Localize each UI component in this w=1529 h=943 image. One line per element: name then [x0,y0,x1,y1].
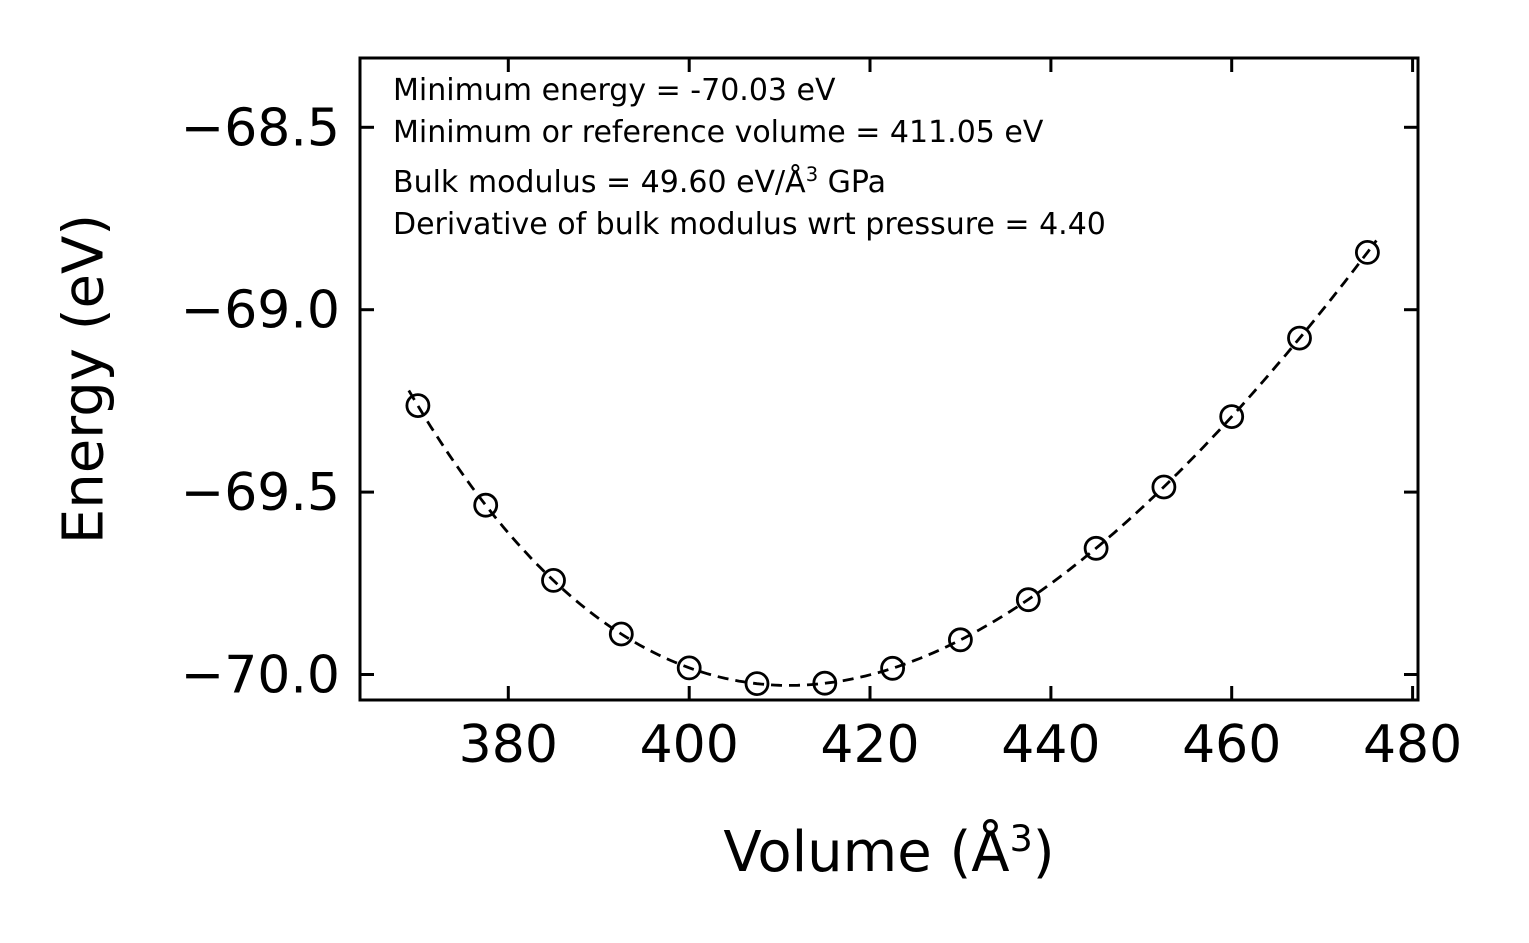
axes-spines [358,56,1420,702]
bulk-modulus-superscript: 3 [805,163,819,186]
min-energy-text: Minimum energy = -70.03 eV [393,73,836,108]
x-tick-label: 460 [1182,715,1281,775]
x-tick-label: 440 [1001,715,1100,775]
data-point [1015,587,1041,613]
x-tick-label: 400 [640,715,739,775]
bulk-modulus-derivative-text: Derivative of bulk modulus wrt pressure … [393,207,1106,242]
data-point [880,655,905,681]
y-tick-label: −69.0 [181,281,340,341]
data-point [1151,474,1177,500]
data-point [948,627,973,653]
y-tick-label: −68.5 [181,98,340,158]
data-point [812,670,838,696]
fit-curve [407,239,1378,687]
y-tick-label: −70.0 [181,646,340,706]
bulk-modulus-prefix: Bulk modulus = 49.60 eV/Å [393,165,806,200]
bulk-modulus-suffix: GPa [818,165,887,200]
bulk-modulus-text: Bulk modulus = 49.60 eV/Å3 GPa [393,154,1106,204]
x-axis-label: Volume (Å3) [723,817,1054,885]
min-volume-text: Minimum or reference volume = 411.05 eV [393,115,1044,150]
x-tick-label: 380 [459,715,558,775]
y-tick-label: −69.5 [181,463,340,523]
data-point [676,655,702,681]
data-point [405,393,431,419]
data-point [473,492,499,518]
data-point [1219,404,1245,430]
data-point [1083,535,1109,561]
x-axis-label-prefix: Volume (Å [723,819,1010,885]
x-axis-label-superscript: 3 [1009,817,1033,861]
fit-summary: Minimum energy = -70.03 eV Minimum or re… [393,70,1106,246]
data-point [608,621,634,647]
x-tick-label: 480 [1363,715,1462,775]
x-axis-label-suffix: ) [1032,819,1055,885]
y-axis-label: Energy (eV) [51,213,117,545]
data-point [1355,239,1380,265]
x-tick-label: 420 [820,715,919,775]
data-point [744,671,770,696]
data-point [541,568,566,593]
data-point [1287,325,1312,351]
